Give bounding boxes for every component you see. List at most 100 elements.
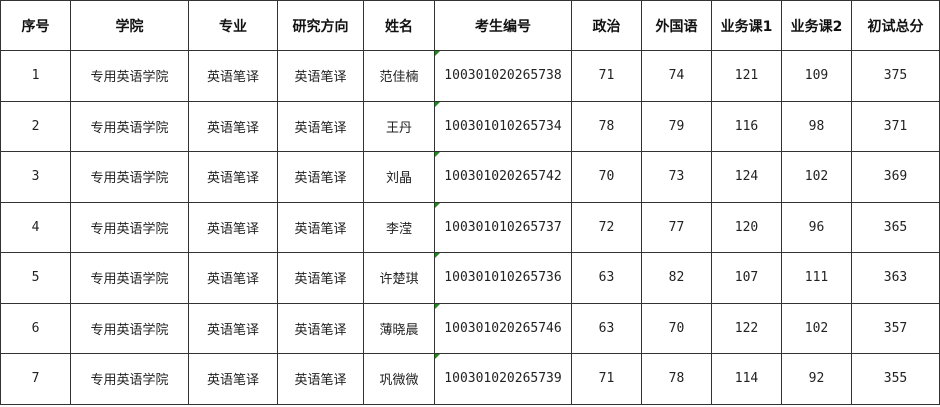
cell-course-2: 96 xyxy=(781,201,852,253)
cell-text: 英语笔译 xyxy=(206,272,259,288)
cell-text: 专用英语学院 xyxy=(90,373,169,389)
cell-text: 7 xyxy=(31,371,40,387)
cell-text: 72 xyxy=(598,219,615,235)
text-format-marker-icon xyxy=(435,202,440,208)
cell-course-1: 122 xyxy=(711,302,782,354)
cell-total: 357 xyxy=(851,302,940,354)
cell-text: 英语笔译 xyxy=(294,70,347,86)
cell-course-2: 102 xyxy=(781,302,852,354)
cell-politics: 70 xyxy=(571,151,642,203)
cell-major: 英语笔译 xyxy=(188,50,278,102)
cell-text: 114 xyxy=(734,371,759,387)
cell-major: 英语笔译 xyxy=(188,353,278,405)
cell-text: 1 xyxy=(31,68,40,84)
cell-text: 375 xyxy=(883,68,908,84)
cell-text: 100301010265736 xyxy=(444,270,562,286)
text-format-marker-icon xyxy=(435,101,440,107)
cell-text: 王丹 xyxy=(385,120,412,136)
cell-name: 范佳楠 xyxy=(363,50,435,102)
cell-major: 英语笔译 xyxy=(188,201,278,253)
cell-politics: 63 xyxy=(571,252,642,304)
cell-foreign-language: 77 xyxy=(641,201,712,253)
cell-text: 3 xyxy=(31,169,40,185)
cell-total: 369 xyxy=(851,151,940,203)
cell-total: 371 xyxy=(851,100,940,152)
cell-text: 122 xyxy=(734,320,759,336)
cell-course-1: 114 xyxy=(711,353,782,405)
cell-index: 3 xyxy=(0,151,71,203)
cell-research-direction: 英语笔译 xyxy=(277,353,364,405)
cell-course-2: 109 xyxy=(781,50,852,102)
cell-politics: 63 xyxy=(571,302,642,354)
cell-foreign-language: 78 xyxy=(641,353,712,405)
cell-politics: 78 xyxy=(571,100,642,152)
text-format-marker-icon xyxy=(435,152,440,157)
header-total: 初试总分 xyxy=(851,0,940,51)
cell-text: 71 xyxy=(598,371,615,387)
cell-foreign-language: 74 xyxy=(641,50,712,102)
cell-candidate-id: 100301020265746 xyxy=(434,302,572,354)
cell-text: 4 xyxy=(31,219,40,235)
cell-course-2: 98 xyxy=(781,100,852,152)
cell-text: 专用英语学院 xyxy=(90,272,169,288)
cell-text: 70 xyxy=(668,320,685,336)
cell-major: 英语笔译 xyxy=(188,302,278,354)
text-format-marker-icon xyxy=(435,51,440,56)
cell-course-1: 120 xyxy=(711,201,782,253)
cell-text: 79 xyxy=(668,118,685,134)
header-name: 姓名 xyxy=(363,0,435,51)
cell-foreign-language: 70 xyxy=(641,302,712,354)
table-row: 2 专用英语学院 英语笔译 英语笔译 王丹 100301010265734 78 79 116 9… xyxy=(0,100,940,152)
cell-text: 英语笔译 xyxy=(294,221,347,237)
cell-course-1: 124 xyxy=(711,151,782,203)
cell-text: 专用英语学院 xyxy=(90,171,169,187)
cell-text: 82 xyxy=(668,270,685,286)
cell-index: 4 xyxy=(0,201,71,253)
cell-college: 专用英语学院 xyxy=(70,100,189,152)
cell-text: 2 xyxy=(31,118,40,134)
cell-text: 357 xyxy=(883,320,908,336)
cell-course-1: 121 xyxy=(711,50,782,102)
cell-text: 100301020265742 xyxy=(444,169,562,185)
cell-text: 116 xyxy=(734,118,759,134)
cell-text: 92 xyxy=(808,371,825,387)
cell-text: 63 xyxy=(598,270,615,286)
cell-text: 371 xyxy=(883,118,908,134)
cell-candidate-id: 100301020265738 xyxy=(434,50,572,102)
cell-text: 100301020265746 xyxy=(444,320,562,336)
cell-name: 巩微微 xyxy=(363,353,435,405)
cell-major: 英语笔译 xyxy=(188,100,278,152)
cell-text: 专用英语学院 xyxy=(90,221,169,237)
header-candidate-id: 考生编号 xyxy=(434,0,572,51)
cell-text: 100301010265737 xyxy=(444,219,562,235)
cell-text: 102 xyxy=(804,169,829,185)
cell-text: 74 xyxy=(668,68,685,84)
cell-text: 100301010265734 xyxy=(444,118,562,134)
cell-index: 5 xyxy=(0,252,71,304)
header-index: 序号 xyxy=(0,0,71,51)
cell-text: 120 xyxy=(734,219,759,235)
header-foreign-language: 外国语 xyxy=(641,0,712,51)
cell-college: 专用英语学院 xyxy=(70,151,189,203)
cell-text: 73 xyxy=(668,169,685,185)
cell-text: 专用英语学院 xyxy=(90,70,169,86)
cell-foreign-language: 73 xyxy=(641,151,712,203)
cell-college: 专用英语学院 xyxy=(70,50,189,102)
cell-text: 5 xyxy=(31,270,40,286)
cell-text: 355 xyxy=(883,371,908,387)
cell-course-2: 92 xyxy=(781,353,852,405)
cell-total: 355 xyxy=(851,353,940,405)
cell-text: 英语笔译 xyxy=(206,70,259,86)
header-course-2: 业务课2 xyxy=(781,0,852,51)
cell-text: 李滢 xyxy=(385,221,412,237)
cell-text: 巩微微 xyxy=(379,373,419,389)
cell-text: 薄晓晨 xyxy=(379,322,419,338)
cell-text: 98 xyxy=(808,118,825,134)
cell-text: 78 xyxy=(598,118,615,134)
cell-college: 专用英语学院 xyxy=(70,302,189,354)
cell-text: 英语笔译 xyxy=(294,272,347,288)
cell-name: 刘晶 xyxy=(363,151,435,203)
cell-text: 英语笔译 xyxy=(294,171,347,187)
cell-text: 102 xyxy=(804,320,829,336)
